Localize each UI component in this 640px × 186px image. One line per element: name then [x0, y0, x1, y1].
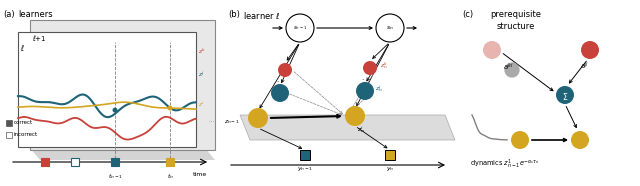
- Circle shape: [511, 131, 529, 149]
- Circle shape: [571, 131, 589, 149]
- Text: prerequisite: prerequisite: [490, 10, 541, 19]
- Text: $\vdots$: $\vdots$: [358, 78, 364, 89]
- Circle shape: [356, 82, 374, 100]
- Text: learners: learners: [18, 10, 52, 19]
- Bar: [300, 150, 310, 160]
- Bar: [6, 132, 12, 138]
- Circle shape: [376, 14, 404, 42]
- Text: $t_{n-1}$: $t_{n-1}$: [108, 172, 122, 181]
- Circle shape: [113, 108, 118, 113]
- Circle shape: [271, 84, 289, 102]
- Text: $\vdots$: $\vdots$: [273, 79, 279, 91]
- Text: $y_n$: $y_n$: [386, 165, 394, 173]
- Circle shape: [363, 61, 377, 75]
- Text: (a): (a): [3, 10, 15, 19]
- Text: $s_n$: $s_n$: [386, 24, 394, 32]
- Circle shape: [286, 14, 314, 42]
- Text: $z_{n-1}$: $z_{n-1}$: [224, 118, 240, 126]
- Text: $a^{ki}$: $a^{ki}$: [502, 61, 513, 73]
- Polygon shape: [240, 115, 455, 140]
- Circle shape: [278, 63, 292, 77]
- Text: (c): (c): [462, 10, 473, 19]
- Text: $\cdots$: $\cdots$: [208, 118, 215, 123]
- Circle shape: [504, 62, 520, 78]
- Bar: [111, 158, 119, 166]
- Text: $z^k$: $z^k$: [198, 47, 206, 56]
- Text: $z^j$: $z^j$: [198, 70, 205, 79]
- Circle shape: [345, 106, 365, 126]
- Text: $s_{n-1}$: $s_{n-1}$: [293, 24, 307, 32]
- Circle shape: [168, 106, 173, 111]
- Text: incorrect: incorrect: [14, 132, 38, 137]
- Circle shape: [556, 86, 574, 104]
- Text: $z_n^j$: $z_n^j$: [375, 84, 383, 94]
- Text: (b): (b): [228, 10, 240, 19]
- Bar: [166, 158, 174, 166]
- Text: dynamics $z^1_{n-1}e^{-\alpha_s \tau_n}$: dynamics $z^1_{n-1}e^{-\alpha_s \tau_n}$: [470, 158, 539, 171]
- Circle shape: [581, 41, 599, 59]
- Bar: [385, 150, 395, 160]
- Bar: [18, 32, 196, 147]
- Text: $a^{ji}$: $a^{ji}$: [580, 60, 589, 72]
- Text: correct: correct: [14, 121, 33, 126]
- Text: $\Sigma$: $\Sigma$: [562, 91, 568, 102]
- Text: learner $\ell$: learner $\ell$: [243, 10, 280, 21]
- Bar: [71, 158, 79, 166]
- Text: $\ell$+1: $\ell$+1: [32, 33, 47, 43]
- Text: $z^i$: $z^i$: [198, 100, 205, 109]
- Text: time: time: [193, 172, 207, 177]
- Text: structure: structure: [497, 22, 536, 31]
- Text: $t_n$: $t_n$: [166, 172, 173, 181]
- Circle shape: [248, 108, 268, 128]
- Polygon shape: [30, 148, 215, 160]
- Text: $\ell$: $\ell$: [20, 43, 25, 53]
- Circle shape: [483, 41, 501, 59]
- Text: $y_{n-1}$: $y_{n-1}$: [297, 165, 313, 173]
- Bar: [41, 158, 49, 166]
- Text: $z_n^i$: $z_n^i$: [357, 125, 365, 135]
- Text: $z_n^k$: $z_n^k$: [380, 61, 388, 71]
- Bar: [6, 120, 12, 126]
- Bar: [30, 20, 215, 150]
